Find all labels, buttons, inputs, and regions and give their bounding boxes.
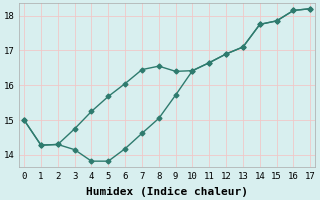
X-axis label: Humidex (Indice chaleur): Humidex (Indice chaleur) <box>86 186 248 197</box>
